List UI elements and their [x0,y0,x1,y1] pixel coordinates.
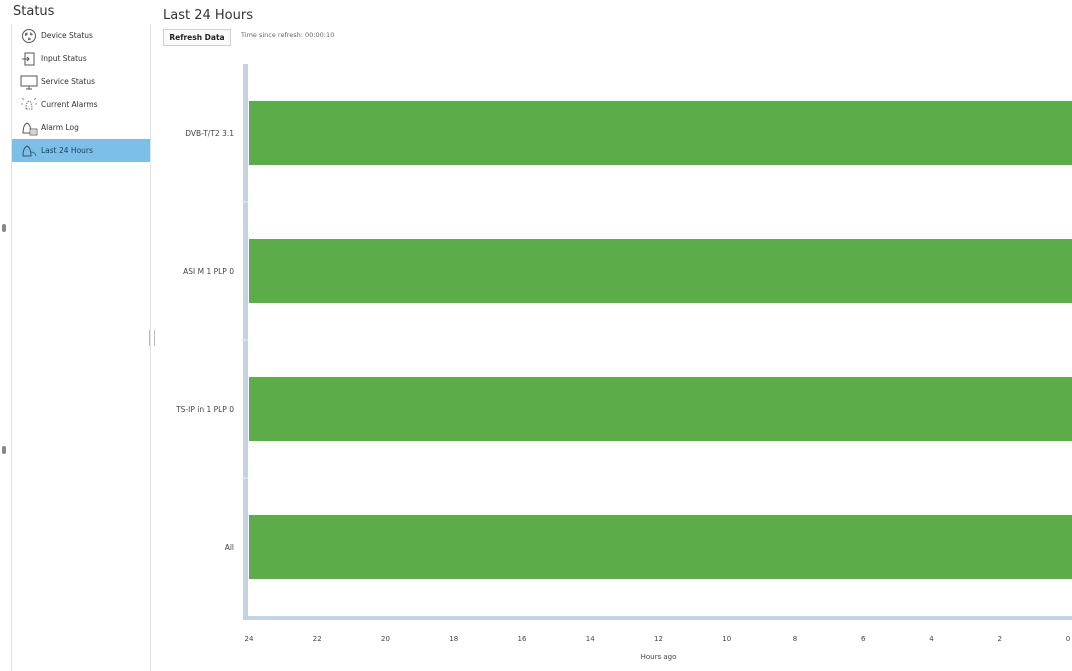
sidebar-item-label: Service Status [41,77,96,86]
bell-icon [20,142,38,160]
y-tick-label: DVB-T/T2 3.1 [185,129,234,138]
monitor-icon [20,73,38,91]
sidebar-item-service-status[interactable]: Service Status [12,70,150,93]
sidebar-item-current-alarms[interactable]: Current Alarms [12,93,150,116]
x-tick-label: 24 [245,635,254,643]
input-icon [20,50,38,68]
x-tick-label: 0 [1066,635,1070,643]
page-title: Last 24 Hours [163,8,253,23]
x-tick-label: 16 [518,635,527,643]
x-tick-label: 4 [929,635,934,643]
sidebar: Device Status Input Status Service Statu… [11,24,151,671]
status-bar [249,377,1072,441]
x-tick-label: 6 [861,635,866,643]
globe-icon [20,27,38,45]
sidebar-item-input-status[interactable]: Input Status [12,47,150,70]
sidebar-item-label: Input Status [41,54,87,63]
edge-marker [2,446,6,454]
x-tick-label: 18 [449,635,458,643]
x-tick-label: 22 [313,635,322,643]
sidebar-item-label: Device Status [41,31,93,40]
x-tick-label: 10 [722,635,731,643]
sidebar-resize-handle[interactable] [149,330,155,346]
x-tick-label: 20 [381,635,390,643]
y-tick-label: ASI M 1 PLP 0 [183,267,234,276]
sidebar-item-last-24-hours[interactable]: Last 24 Hours [12,139,150,162]
sidebar-item-label: Alarm Log [41,123,79,132]
x-tick-label: 14 [586,635,595,643]
x-axis-title: Hours ago [641,653,677,661]
bell-log-icon [20,119,38,137]
x-tick-label: 2 [998,635,1002,643]
x-tick-label: 12 [654,635,663,643]
status-bar [249,239,1072,303]
y-tick-label: All [225,543,234,552]
refresh-timer: Time since refresh: 00:00:10 [241,31,335,39]
x-tick-label: 8 [793,635,797,643]
x-axis-line [243,616,1072,620]
status-bar [249,101,1072,165]
sidebar-title: Status [13,4,55,19]
sidebar-item-alarm-log[interactable]: Alarm Log [12,116,150,139]
alarm-icon [20,96,38,114]
sidebar-item-label: Last 24 Hours [41,146,93,155]
sidebar-item-device-status[interactable]: Device Status [12,24,150,47]
sidebar-item-label: Current Alarms [41,100,98,109]
refresh-data-button[interactable]: Refresh Data [163,29,231,46]
status-bar [249,515,1072,579]
edge-marker [2,224,6,232]
y-tick-label: TS-IP in 1 PLP 0 [175,405,234,414]
